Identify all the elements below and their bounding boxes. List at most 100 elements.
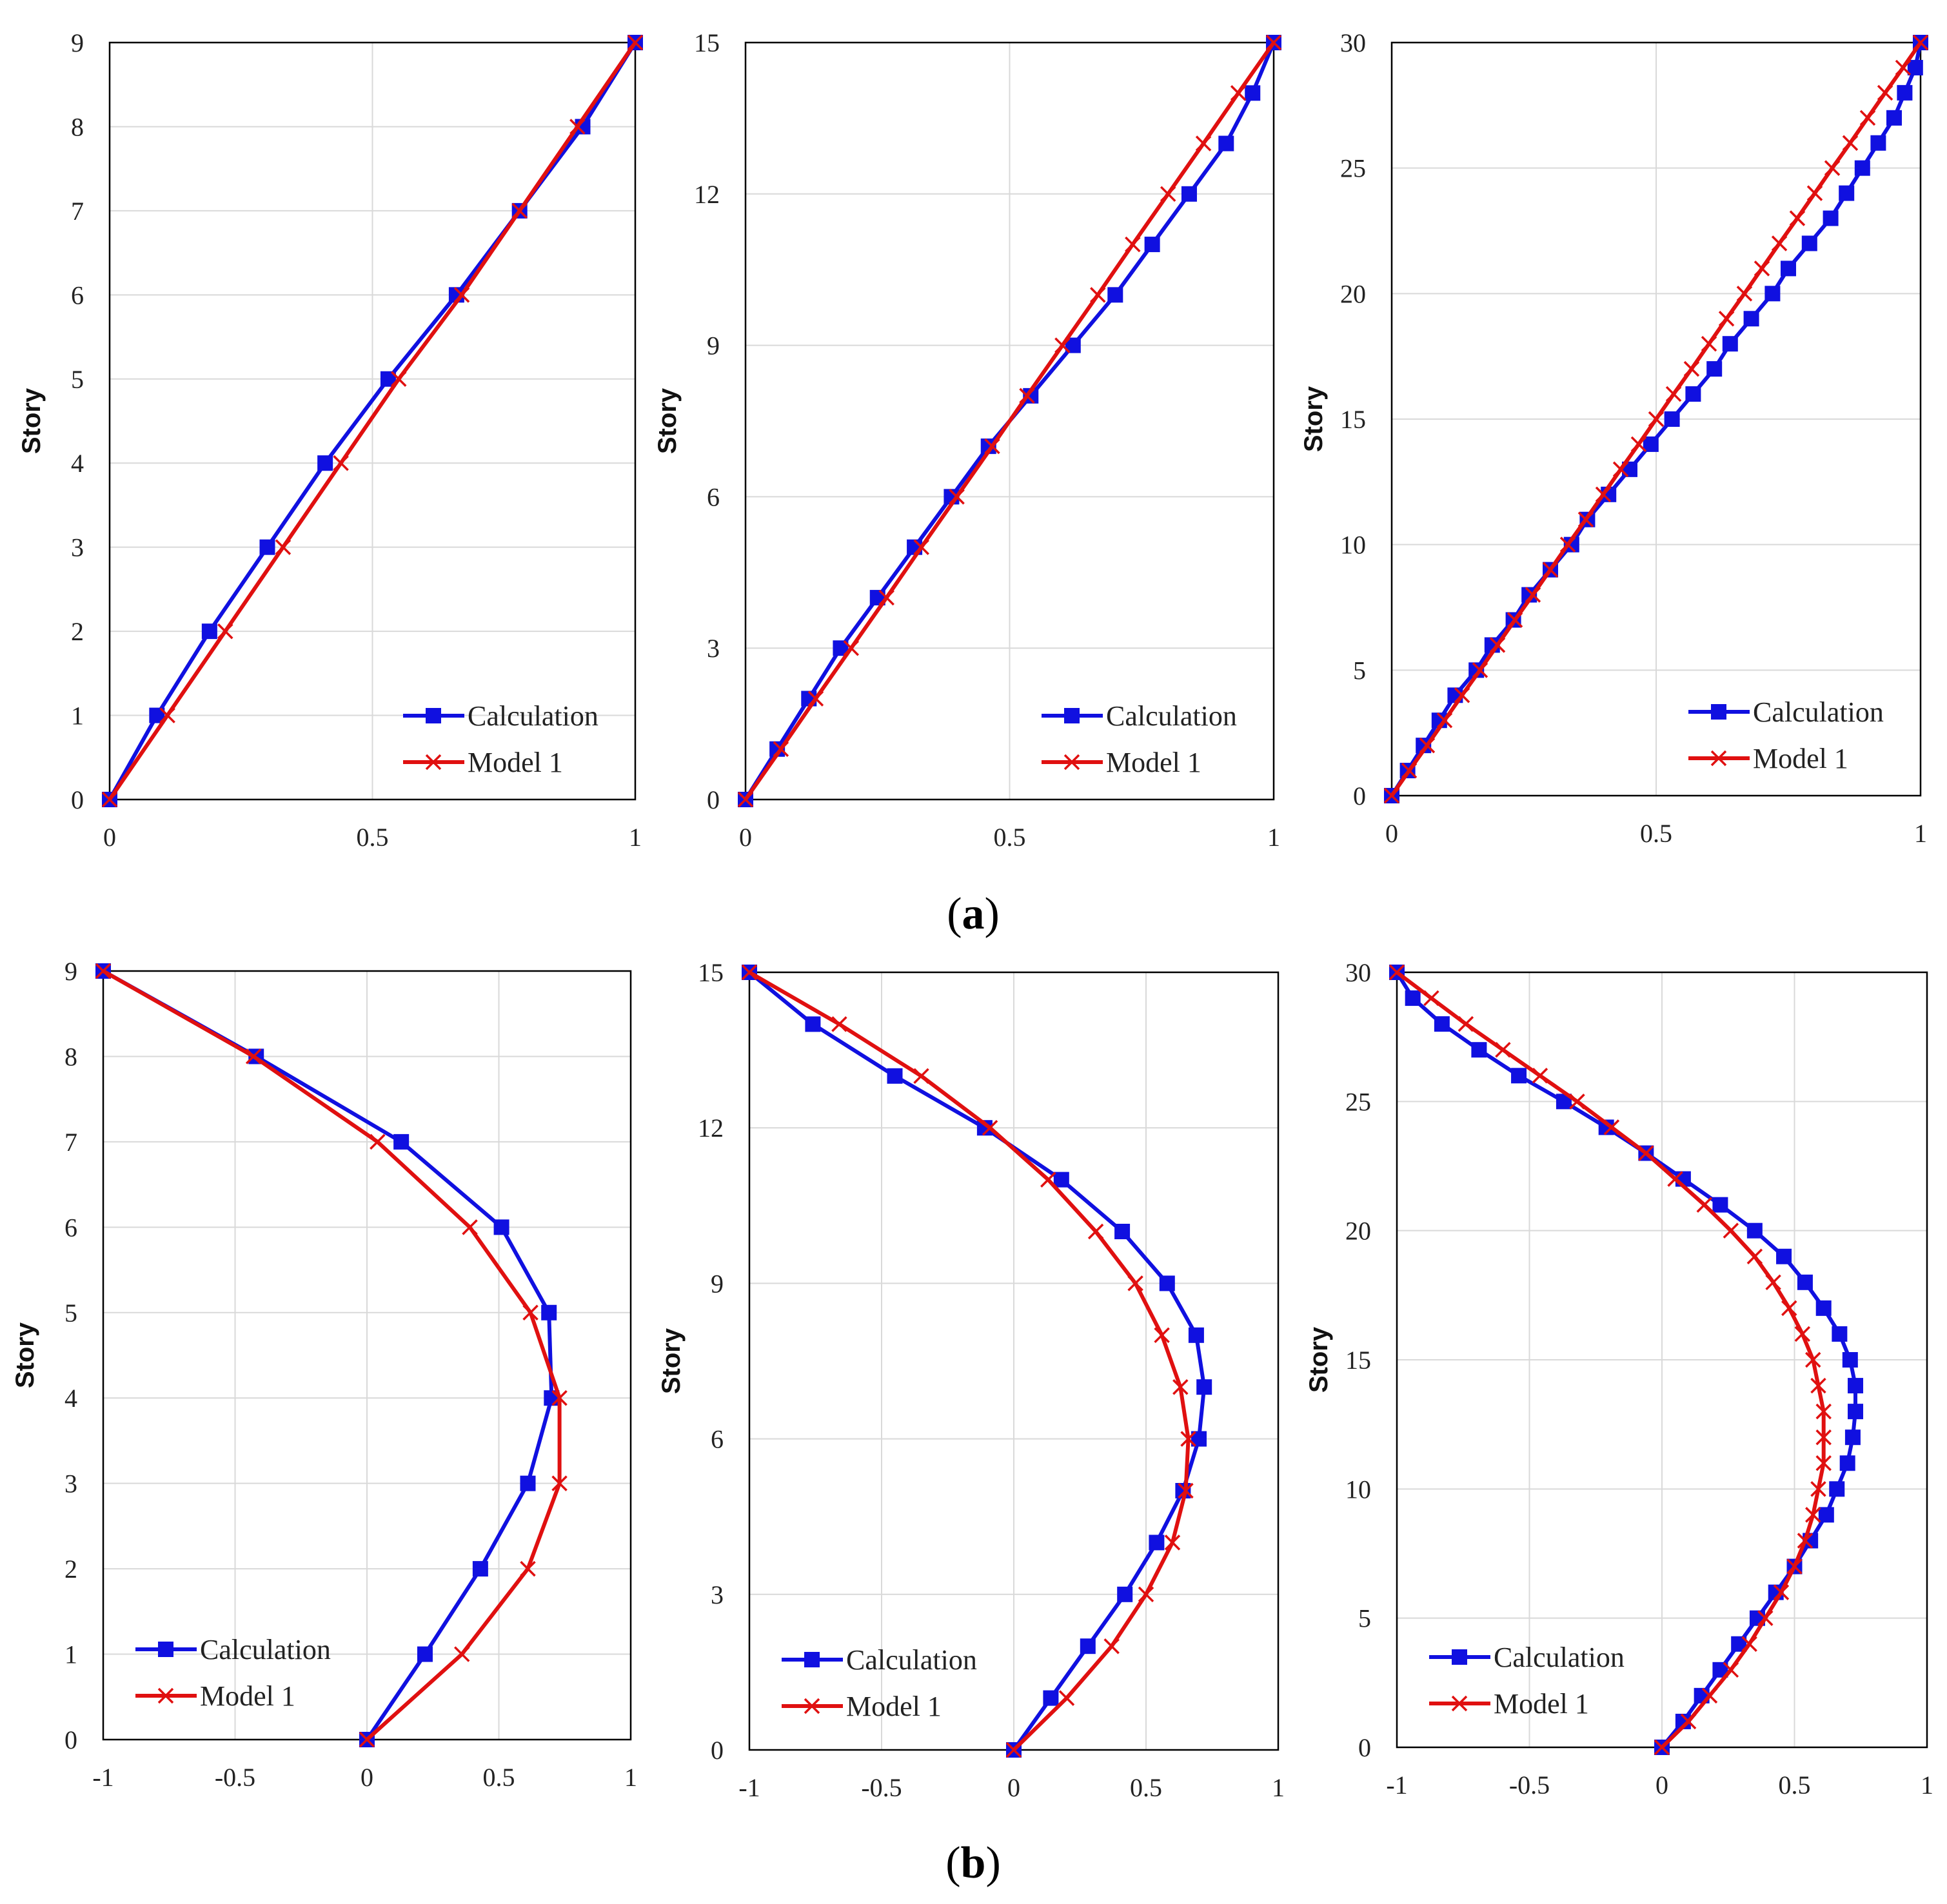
calculation-point xyxy=(887,1068,903,1084)
calculation-point xyxy=(1801,235,1817,251)
x-tick-label: 0 xyxy=(361,1763,373,1792)
model1-point xyxy=(843,640,860,656)
y-tick-label: 25 xyxy=(1340,154,1366,183)
calculation-point xyxy=(1781,260,1796,277)
model1-point xyxy=(984,438,1000,455)
x-tick-label: 0 xyxy=(1655,1771,1668,1800)
model1-point xyxy=(1630,436,1647,453)
x-tick-label: -1 xyxy=(1386,1771,1407,1800)
model1-point xyxy=(1667,1171,1683,1187)
model1-point xyxy=(1781,1300,1797,1317)
model1-point xyxy=(1103,1638,1120,1654)
model1-point xyxy=(1458,1016,1474,1032)
model1-point xyxy=(1723,1662,1739,1678)
calculation-point xyxy=(1053,1172,1069,1188)
y-tick-label: 4 xyxy=(64,1384,77,1413)
model1-point xyxy=(1771,235,1788,251)
legend-calculation-marker xyxy=(1711,704,1726,720)
calculation-point xyxy=(1844,1429,1861,1446)
model1-point xyxy=(1794,1326,1811,1342)
calculation-point xyxy=(1117,1586,1133,1602)
chart-b1: 0 1 2 3 4 5 6 7 8 9 -1 -0.5 0 0.5 1 Story Calculation Mod… xyxy=(11,957,637,1792)
x-tick-label: -0.5 xyxy=(215,1763,255,1792)
legend: Calculation Model 1 xyxy=(135,1634,331,1712)
model1-point xyxy=(1665,386,1682,402)
calculation-point xyxy=(417,1646,433,1662)
y-axis-label: Story xyxy=(657,1328,686,1394)
x-tick-label: 1 xyxy=(1921,1771,1933,1800)
y-tick-label: 15 xyxy=(694,28,720,57)
y-tick-label: 7 xyxy=(71,197,84,226)
calculation-point xyxy=(472,1561,488,1577)
model1-point xyxy=(1087,1223,1104,1240)
legend-model1-label: Model 1 xyxy=(1753,743,1848,774)
legend-calculation-label: Calculation xyxy=(846,1644,977,1676)
y-tick-label: 10 xyxy=(1345,1475,1371,1504)
x-tick-label: 0 xyxy=(739,823,752,852)
model1-point xyxy=(95,963,112,979)
series-model1-line xyxy=(748,970,1191,1752)
y-tick-label: 3 xyxy=(707,634,720,663)
model1-point xyxy=(913,539,929,555)
model1-point xyxy=(1172,1379,1189,1395)
calculation-point xyxy=(317,455,333,471)
y-tick-label: 5 xyxy=(71,365,84,394)
model1-point xyxy=(1423,990,1439,1006)
plot-frame xyxy=(744,41,1275,801)
x-tick-label: 0.5 xyxy=(357,823,389,852)
panel-label-a: (a) xyxy=(947,889,1000,939)
legend-calculation-marker xyxy=(1452,1649,1467,1665)
y-tick-label: 9 xyxy=(64,957,77,986)
legend: Calculation Model 1 xyxy=(1429,1642,1625,1720)
y-tick-label: 0 xyxy=(711,1736,724,1765)
y-tick-label: 30 xyxy=(1340,28,1366,57)
calculation-point xyxy=(1870,135,1886,151)
chart-a2: 0 3 6 9 12 15 0 0.5 1 Story Calculation Model 1 xyxy=(653,28,1282,852)
model1-point xyxy=(1454,687,1470,703)
plot-frame xyxy=(1390,41,1922,797)
y-axis-label: Story xyxy=(653,388,682,454)
model1-point xyxy=(1090,287,1106,303)
model1-point xyxy=(520,1560,536,1577)
calculation-point xyxy=(1797,1274,1813,1290)
y-tick-label: 2 xyxy=(71,617,84,646)
calculation-point xyxy=(1643,436,1659,452)
model1-point xyxy=(1612,461,1629,478)
calculation-point xyxy=(1181,186,1197,202)
model1-point xyxy=(949,489,965,505)
calculation-point xyxy=(1832,1326,1848,1342)
model1-point xyxy=(1741,1636,1757,1652)
legend-model1-label: Model 1 xyxy=(468,747,563,778)
model1-point xyxy=(101,791,118,808)
model1-point xyxy=(1138,1586,1154,1603)
legend-model1-label: Model 1 xyxy=(1106,747,1201,778)
calculation-point xyxy=(201,623,217,640)
legend-calculation-label: Calculation xyxy=(1106,700,1237,732)
legend-calculation-marker xyxy=(426,708,441,723)
calculation-point xyxy=(1405,990,1421,1006)
y-tick-label: 8 xyxy=(71,112,84,141)
model1-point xyxy=(1683,360,1700,377)
legend-model1-marker xyxy=(1451,1695,1468,1712)
y-tick-label: 15 xyxy=(1345,1346,1371,1375)
model1-point xyxy=(569,119,586,135)
model1-point xyxy=(1389,964,1405,981)
model1-point xyxy=(454,1646,470,1662)
calculation-point xyxy=(1706,361,1723,377)
chart-a1: 0 1 2 3 4 5 6 7 8 9 0 0.5 1 Story Calculation Model 1 xyxy=(17,28,644,852)
y-tick-label: 0 xyxy=(1358,1733,1371,1762)
calculation-point xyxy=(1842,1352,1858,1368)
calculation-point xyxy=(1776,1248,1792,1264)
calculation-point xyxy=(1114,1224,1131,1239)
calculation-point xyxy=(1245,85,1261,101)
calculation-point xyxy=(1159,1275,1175,1291)
calculation-point xyxy=(1144,237,1160,253)
calculation-point xyxy=(259,539,275,555)
model1-point xyxy=(275,539,292,555)
legend: Calculation Model 1 xyxy=(1042,700,1237,778)
y-tick-label: 10 xyxy=(1340,531,1366,560)
calculation-point xyxy=(1664,411,1680,427)
model1-point xyxy=(627,34,644,51)
model1-point xyxy=(1638,1145,1654,1161)
y-tick-label: 9 xyxy=(711,1269,724,1298)
